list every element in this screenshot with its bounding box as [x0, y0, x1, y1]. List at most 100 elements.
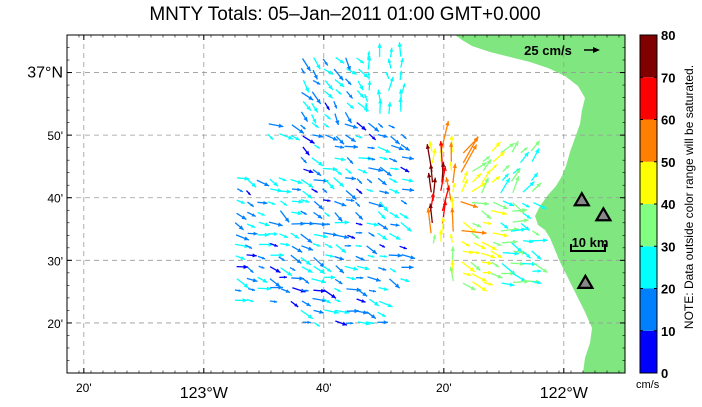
current-vector	[502, 164, 510, 172]
current-vector	[246, 298, 254, 303]
current-vector	[377, 232, 388, 241]
current-vector	[490, 164, 498, 172]
current-vector	[368, 133, 377, 141]
current-vector	[345, 57, 351, 72]
current-vector	[334, 113, 340, 126]
current-vector	[367, 80, 372, 91]
current-vector	[389, 278, 401, 289]
current-vector	[324, 102, 330, 111]
current-vector	[379, 190, 390, 195]
colorbar-tick-0: 0	[661, 366, 668, 381]
current-vector	[401, 265, 414, 270]
current-vector	[473, 242, 487, 250]
current-vector	[426, 207, 432, 234]
current-vector	[492, 232, 509, 238]
colorbar-band-6	[640, 77, 657, 120]
current-vector	[364, 102, 369, 112]
colorbar-band-1	[640, 288, 657, 331]
current-vector	[300, 233, 313, 244]
current-vector	[388, 253, 403, 258]
current-vector	[246, 223, 256, 229]
current-vector	[345, 190, 357, 200]
colorbar-tick-2: 20	[661, 282, 675, 297]
current-vector	[257, 286, 272, 291]
current-vector	[461, 178, 469, 193]
current-vector	[366, 222, 379, 227]
current-vector	[291, 124, 305, 134]
current-vector	[290, 300, 299, 308]
map-border	[66, 34, 626, 374]
current-vector	[357, 288, 368, 297]
current-vector	[324, 243, 333, 249]
current-vector	[366, 245, 378, 255]
current-vector	[367, 55, 372, 70]
current-vector	[355, 231, 363, 235]
current-vector	[257, 276, 268, 284]
current-vector	[344, 111, 353, 124]
current-vector	[302, 135, 315, 145]
current-vector	[323, 289, 337, 299]
current-vector	[491, 175, 501, 183]
colorbar-band-5	[640, 119, 657, 162]
current-vector	[356, 298, 366, 303]
current-vector	[280, 242, 291, 247]
current-vector	[377, 122, 384, 129]
current-vector	[450, 246, 455, 261]
current-vector	[334, 298, 341, 303]
current-vector	[300, 156, 308, 164]
current-vector	[302, 190, 313, 199]
current-vector	[280, 267, 293, 277]
current-vector	[300, 210, 308, 216]
current-vector	[302, 101, 312, 112]
current-vector	[400, 199, 408, 205]
current-vector	[472, 281, 488, 292]
current-vector	[356, 178, 363, 185]
current-vector	[323, 222, 331, 226]
current-vector	[460, 144, 478, 173]
current-vector	[355, 211, 364, 221]
current-vector	[399, 70, 403, 80]
current-vector	[480, 252, 496, 259]
current-vector	[324, 212, 331, 217]
current-vector	[313, 144, 321, 149]
current-vector	[247, 211, 257, 218]
current-vector	[452, 163, 457, 184]
current-vector	[368, 201, 384, 208]
current-vector	[368, 122, 380, 133]
current-vector	[389, 188, 400, 194]
current-vector	[313, 309, 324, 314]
current-vector	[428, 140, 433, 152]
current-vector	[334, 157, 346, 162]
current-vector	[461, 240, 471, 247]
current-vector	[355, 255, 365, 261]
current-vector	[441, 216, 446, 232]
current-vector	[522, 212, 532, 220]
current-vector	[324, 90, 334, 99]
current-vector	[401, 254, 416, 260]
current-vector	[462, 282, 476, 291]
current-vector	[387, 58, 392, 69]
current-vector	[235, 255, 246, 260]
current-vector	[322, 199, 331, 203]
current-vector	[502, 251, 520, 256]
current-vector	[258, 265, 265, 269]
current-vector	[335, 244, 347, 254]
lon-tick-label-2: 40'	[316, 381, 332, 395]
current-vector	[501, 282, 515, 287]
map-title: MNTY Totals: 05–Jan–2011 01:00 GMT+0.000	[149, 4, 541, 25]
radar-station-2	[576, 273, 595, 289]
current-vector	[345, 134, 357, 143]
current-vector	[530, 140, 541, 152]
current-vector	[322, 58, 329, 66]
current-vector	[356, 265, 370, 271]
current-vector	[378, 286, 389, 291]
current-vector	[530, 238, 548, 243]
current-vector	[367, 72, 371, 80]
current-vector	[335, 265, 345, 274]
current-vector	[522, 181, 535, 193]
current-vector	[247, 267, 254, 274]
current-vector	[510, 227, 526, 232]
current-vector	[356, 90, 365, 99]
current-vector	[400, 144, 411, 152]
